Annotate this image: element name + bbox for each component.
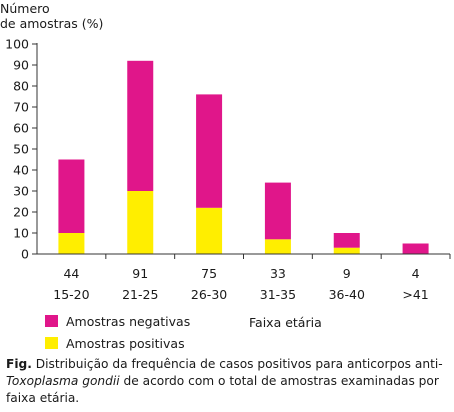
bar-segment [402, 243, 429, 254]
bar-segment [58, 159, 85, 233]
bar-segment [264, 182, 291, 240]
x-total-label: 9 [343, 266, 351, 281]
x-total-label: 75 [201, 266, 217, 281]
bar-segment [127, 191, 154, 254]
legend-swatch [45, 315, 58, 327]
x-total-label: 4 [412, 266, 420, 281]
legend: Amostras negativas Amostras positivas [45, 314, 190, 351]
legend-swatch [45, 337, 58, 349]
figure-caption: Fig. Distribuição da frequência de casos… [6, 356, 450, 407]
y-tick-label: 80 [13, 79, 29, 94]
x-tick-label: >41 [402, 287, 428, 302]
x-tick-label: 26-30 [191, 287, 227, 302]
x-total-label: 33 [270, 266, 286, 281]
bar-segment [333, 247, 360, 254]
x-total-label: 91 [132, 266, 148, 281]
bar-segment [264, 239, 291, 254]
caption-text-1: Distribuição da frequência de casos posi… [31, 357, 443, 371]
bar-segment [58, 233, 85, 254]
bar-segment [196, 207, 223, 254]
bar-segment [127, 60, 154, 191]
y-tick-label: 90 [13, 58, 29, 73]
y-tick-label: 70 [13, 100, 29, 115]
y-tick-label: 0 [21, 247, 29, 262]
x-axis-ticks: 44 15-20 91 21-25 75 26-30 33 31-35 9 36-40 4 >41 [53, 254, 451, 302]
y-axis-title-line-2: de amostras (%) [0, 16, 103, 31]
x-tick-label: 36-40 [329, 287, 365, 302]
y-tick-label: 10 [13, 226, 29, 241]
y-tick-label: 100 [5, 37, 29, 52]
bars [58, 60, 429, 254]
legend-label: Amostras negativas [66, 314, 190, 329]
y-tick-label: 40 [13, 163, 29, 178]
caption-fig-label: Fig. [6, 357, 32, 371]
legend-label: Amostras positivas [66, 336, 185, 351]
x-axis-title: Faixa etária [249, 315, 322, 330]
x-total-label: 44 [63, 266, 79, 281]
y-axis-ticks: 0 10 20 30 40 50 60 70 80 90 100 [5, 37, 37, 262]
y-tick-label: 50 [13, 142, 29, 157]
y-tick-label: 60 [13, 121, 29, 136]
y-axis-title-line-1: Número [0, 1, 50, 16]
x-tick-label: 15-20 [53, 287, 89, 302]
x-tick-label: 21-25 [122, 287, 158, 302]
caption-text-2: de acordo com o total de amostras examin… [6, 374, 439, 405]
caption-species-name: Toxoplasma gondii [6, 374, 120, 388]
x-tick-label: 31-35 [260, 287, 296, 302]
bar-segment [196, 94, 223, 208]
bar-segment [333, 233, 360, 248]
y-tick-label: 30 [13, 184, 29, 199]
y-tick-label: 20 [13, 205, 29, 220]
